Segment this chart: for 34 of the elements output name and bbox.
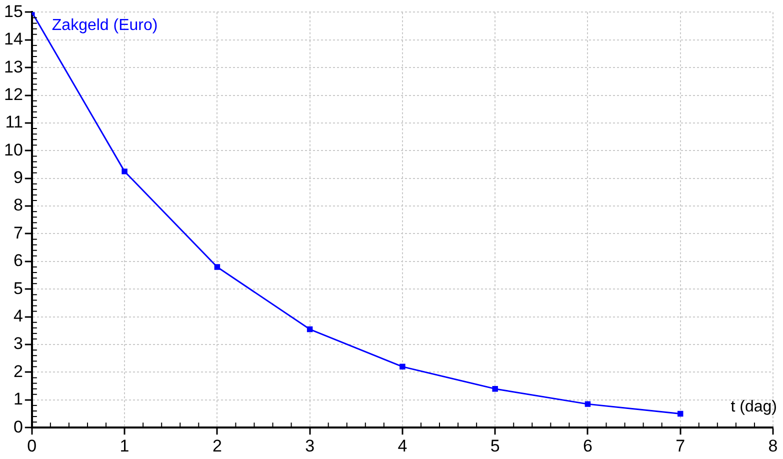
point — [400, 364, 406, 370]
x-tick-label: 7 — [676, 436, 686, 456]
x-tick-label: 8 — [768, 436, 778, 456]
y-tick-label: 6 — [13, 251, 23, 270]
y-tick-label: 0 — [13, 417, 23, 436]
y-tick-label: 11 — [5, 112, 23, 132]
y-tick-label: 15 — [4, 2, 23, 21]
x-tick-label: 6 — [582, 436, 592, 456]
y-tick-label: 12 — [4, 84, 23, 104]
y-tick-label: 10 — [4, 140, 23, 160]
point — [584, 401, 591, 407]
y-tick-label: 2 — [13, 362, 23, 381]
x-tick-label: 2 — [212, 436, 222, 456]
y-tick-label: 13 — [4, 57, 23, 76]
point — [122, 168, 128, 174]
y-tick-label: 4 — [13, 306, 23, 326]
y-axis-title: Zakgeld (Euro) — [52, 17, 158, 34]
x-tick-label: 1 — [120, 436, 130, 456]
y-tick-label: 9 — [13, 168, 23, 188]
x-tick-label: 5 — [490, 436, 500, 456]
y-tick-label: 7 — [13, 223, 23, 242]
point — [492, 386, 498, 392]
y-tick-label: 14 — [4, 30, 23, 49]
x-tick-label: 4 — [398, 436, 408, 456]
point — [214, 264, 220, 270]
y-tick-label: 1 — [13, 390, 23, 409]
y-tick-label: 8 — [13, 196, 23, 215]
y-tick-label: 5 — [13, 278, 23, 298]
point — [306, 326, 313, 332]
x-tick-label: 3 — [305, 436, 315, 456]
x-tick-label: 0 — [27, 436, 37, 456]
point — [677, 410, 684, 417]
y-tick-label: 3 — [13, 334, 23, 354]
x-axis-title: t (dag) — [730, 398, 777, 416]
